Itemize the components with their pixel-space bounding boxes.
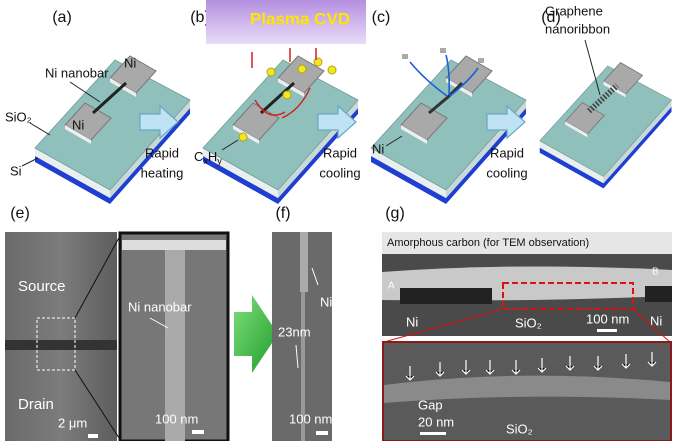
- figure: (a) Ni nanobar Ni Ni SiO₂ Si Rapid heati…: [0, 0, 674, 441]
- annotation: SiO₂: [5, 109, 32, 124]
- scale-bar: [192, 430, 204, 434]
- annotation: SiO₂: [515, 315, 542, 330]
- annotation: Ni nanobar: [128, 299, 192, 314]
- scale-bar: [597, 329, 617, 332]
- step-label: cooling: [486, 165, 527, 180]
- panel-label: (a): [52, 9, 72, 26]
- formula-part: y: [217, 156, 222, 166]
- substrate: [540, 63, 672, 189]
- step-label: heating: [141, 165, 184, 180]
- annotation: Source: [18, 278, 66, 295]
- panel-label: (e): [10, 205, 30, 222]
- annotation: Si: [10, 163, 22, 178]
- annotation: Ni: [320, 294, 332, 309]
- flow-arrow: [234, 295, 278, 373]
- step-label: Rapid: [323, 145, 357, 160]
- formula-part: C: [194, 149, 203, 164]
- step-label: cooling: [319, 165, 360, 180]
- scale-label: 2 μm: [58, 415, 87, 430]
- tem-ni: [645, 286, 672, 302]
- annotation: Graphene: [545, 3, 603, 18]
- annotation: Gap: [418, 397, 443, 412]
- panel-label: (g): [385, 205, 405, 222]
- scale-bar: [316, 431, 328, 435]
- sem-feature: [122, 240, 226, 250]
- formula-part: H: [208, 149, 217, 164]
- annotation: Ni: [406, 314, 418, 329]
- scale-label: 100 nm: [155, 411, 198, 426]
- annotation: 23nm: [278, 324, 311, 339]
- pointer: [30, 123, 50, 135]
- annotation: Ni: [124, 55, 136, 70]
- caption: Amorphous carbon (for TEM observation): [387, 237, 589, 249]
- panel-label: (c): [372, 9, 391, 26]
- annotation: Ni: [72, 117, 84, 132]
- scale-label: 100 nm: [586, 311, 629, 326]
- panel-label: (f): [275, 205, 290, 222]
- annotation: A: [388, 281, 395, 292]
- scale-bar: [420, 432, 446, 435]
- tem-ni: [400, 288, 492, 304]
- plasma-label: Plasma CVD: [250, 9, 350, 28]
- scale-bar: [88, 434, 98, 438]
- annotation: nanoribbon: [545, 21, 610, 36]
- step-label: Rapid: [490, 145, 524, 160]
- scale-label: 100 nm: [289, 411, 332, 426]
- sem-feature: [5, 340, 117, 350]
- step-label: Rapid: [145, 145, 179, 160]
- annotation: Ni nanobar: [45, 65, 109, 80]
- annotation: Drain: [18, 396, 54, 413]
- annotation: Ni: [372, 141, 384, 156]
- sem-nanobar: [300, 232, 308, 292]
- annotation: B: [652, 267, 659, 278]
- annotation: SiO₂: [506, 421, 533, 436]
- scale-label: 20 nm: [418, 414, 454, 429]
